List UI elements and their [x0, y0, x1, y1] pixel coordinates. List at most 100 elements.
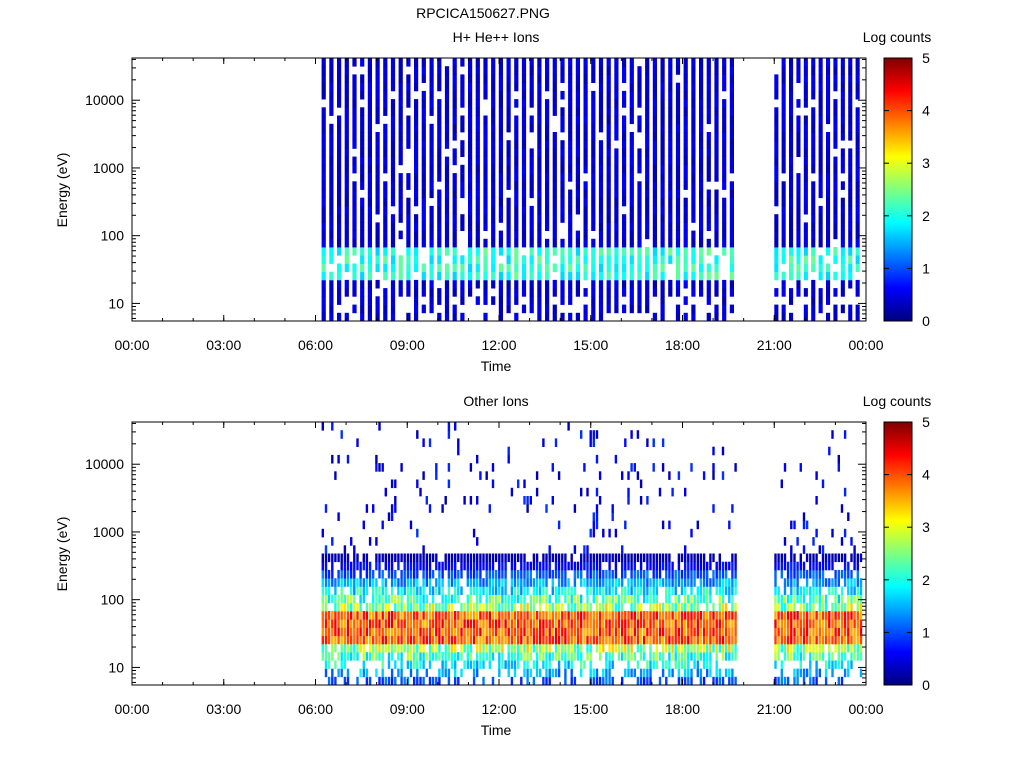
heatmap-cell — [722, 288, 727, 297]
heatmap-cell — [554, 438, 558, 447]
heatmap-cell — [352, 115, 357, 125]
heatmap-cell — [421, 148, 426, 157]
heatmap-cell — [367, 214, 372, 223]
heatmap-cell — [731, 602, 734, 612]
heatmap-cell — [329, 148, 334, 157]
heatmap-cell — [343, 635, 347, 645]
heatmap-cell — [722, 58, 727, 67]
heatmap-cell — [774, 652, 777, 661]
heatmap-cell — [498, 668, 501, 678]
heatmap-cell — [350, 586, 353, 595]
heatmap-cell — [805, 635, 809, 645]
heatmap-cell — [552, 247, 557, 256]
heatmap-cell — [818, 82, 823, 92]
heatmap-cell — [680, 643, 684, 653]
heatmap-cell — [552, 279, 557, 289]
heatmap-cell — [783, 578, 787, 587]
heatmap-cell — [834, 627, 837, 637]
heatmap-cell — [460, 652, 463, 661]
heatmap-cell — [781, 214, 786, 223]
heatmap-cell — [390, 123, 396, 133]
heatmap-cell — [714, 99, 719, 108]
heatmap-cell — [506, 222, 511, 231]
heatmap-cell — [537, 238, 542, 248]
heatmap-cell — [554, 611, 558, 620]
heatmap-cell — [353, 586, 356, 595]
heatmap-cell — [802, 611, 806, 620]
heatmap-cell — [406, 279, 411, 289]
heatmap-cell — [504, 611, 507, 620]
heatmap-cell — [568, 58, 573, 67]
heatmap-cell — [592, 635, 595, 645]
heatmap-cell — [367, 312, 372, 322]
heatmap-cell — [570, 619, 573, 628]
heatmap-cell — [691, 288, 696, 297]
heatmap-cell — [583, 66, 588, 75]
heatmap-cell — [777, 676, 780, 686]
heatmap-cell — [356, 676, 359, 686]
heatmap-cell — [645, 247, 650, 256]
heatmap-cell — [652, 181, 657, 190]
heatmap-cell — [365, 627, 369, 637]
heatmap-cell — [687, 643, 690, 653]
heatmap-cell — [387, 676, 391, 686]
heatmap-cell — [452, 123, 457, 133]
heatmap-cell — [498, 611, 501, 620]
heatmap-cell — [329, 82, 334, 92]
heatmap-cell — [729, 279, 734, 289]
heatmap-cell — [329, 197, 334, 207]
heatmap-cell — [476, 553, 479, 563]
colorbar-tick-label: 1 — [922, 260, 930, 276]
heatmap-cell — [856, 619, 859, 628]
heatmap-cell — [714, 263, 719, 273]
heatmap-cell — [400, 652, 403, 661]
heatmap-cell — [504, 602, 507, 612]
heatmap-cell — [375, 173, 380, 182]
heatmap-cell — [576, 652, 580, 661]
heatmap-cell — [677, 668, 681, 678]
heatmap-cell — [831, 586, 834, 595]
heatmap-cell — [731, 643, 734, 653]
heatmap-cell — [665, 627, 668, 637]
heatmap-cell — [390, 296, 396, 305]
heatmap-cell — [468, 115, 473, 125]
heatmap-cell — [390, 255, 396, 264]
heatmap-cell — [425, 668, 428, 678]
heatmap-cell — [383, 107, 388, 116]
heatmap-cell — [622, 247, 627, 256]
heatmap-cell — [570, 611, 573, 620]
heatmap-cell — [645, 205, 650, 215]
heatmap-cell — [437, 255, 442, 264]
heatmap-cell — [699, 164, 704, 174]
heatmap-cell — [485, 602, 488, 612]
heatmap-cell — [575, 205, 580, 215]
heatmap-cell — [552, 66, 557, 75]
heatmap-cell — [557, 660, 561, 669]
heatmap-cell — [346, 611, 350, 620]
heatmap-cell — [818, 230, 823, 240]
heatmap-cell — [580, 635, 583, 645]
heatmap-cell — [526, 578, 529, 587]
heatmap-cell — [693, 635, 696, 645]
heatmap-cell — [526, 619, 529, 628]
heatmap-cell — [329, 99, 334, 108]
heatmap-cell — [709, 586, 712, 595]
heatmap-cell — [414, 148, 419, 157]
heatmap-cell — [777, 643, 780, 653]
heatmap-cell — [537, 90, 542, 100]
heatmap-cell — [523, 578, 526, 587]
heatmap-cell — [321, 288, 326, 297]
heatmap-cell — [608, 668, 611, 678]
heatmap-cell — [777, 586, 780, 595]
heatmap-cell — [437, 173, 442, 182]
heatmap-cell — [617, 643, 621, 653]
heatmap-cell — [734, 611, 737, 620]
heatmap-cell — [595, 504, 599, 513]
heatmap-cell — [699, 594, 703, 604]
heatmap-cell — [517, 627, 520, 637]
heatmap-cell — [491, 156, 496, 166]
heatmap-cell — [848, 205, 853, 215]
heatmap-cell — [570, 602, 573, 612]
heatmap-cell — [343, 611, 347, 620]
heatmap-cell — [437, 123, 442, 133]
